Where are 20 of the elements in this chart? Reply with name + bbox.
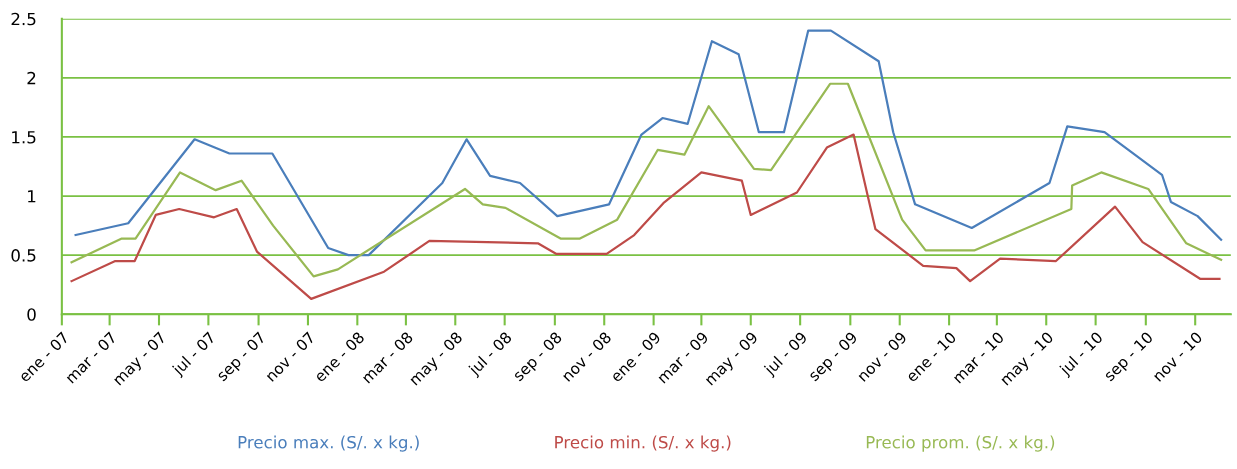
line-series — [70, 82, 1223, 278]
x-tick-label: nov - 09 — [856, 331, 908, 382]
y-tick-label: 1 — [28, 190, 36, 203]
text: Precio min. (S/. x kg.) — [555, 435, 731, 452]
x-tick-label: jul - 08 — [467, 330, 515, 379]
y-tick-label: 0.5 — [11, 249, 36, 262]
y-tick-label: 1.5 — [12, 131, 36, 144]
x-tick-label: jul - 10 — [1058, 330, 1106, 379]
x-tick-label: jul - 07 — [170, 331, 218, 379]
x-tick-label: jul - 09 — [762, 330, 810, 379]
y-tick-label: 0 — [27, 308, 36, 321]
line-series — [74, 29, 1223, 257]
text: Precio prom. (S/. x kg.) — [866, 435, 1055, 452]
y-tick-label: 2.5 — [11, 12, 36, 26]
x-tick-label: nov - 08 — [561, 331, 612, 382]
line-series — [70, 133, 1221, 300]
x-tick-label: nov - 10 — [1152, 331, 1203, 382]
text: Precio max. (S/. x kg.) — [238, 435, 419, 452]
x-tick-label: nov - 07 — [264, 331, 316, 382]
y-tick-label: 2 — [27, 71, 36, 85]
